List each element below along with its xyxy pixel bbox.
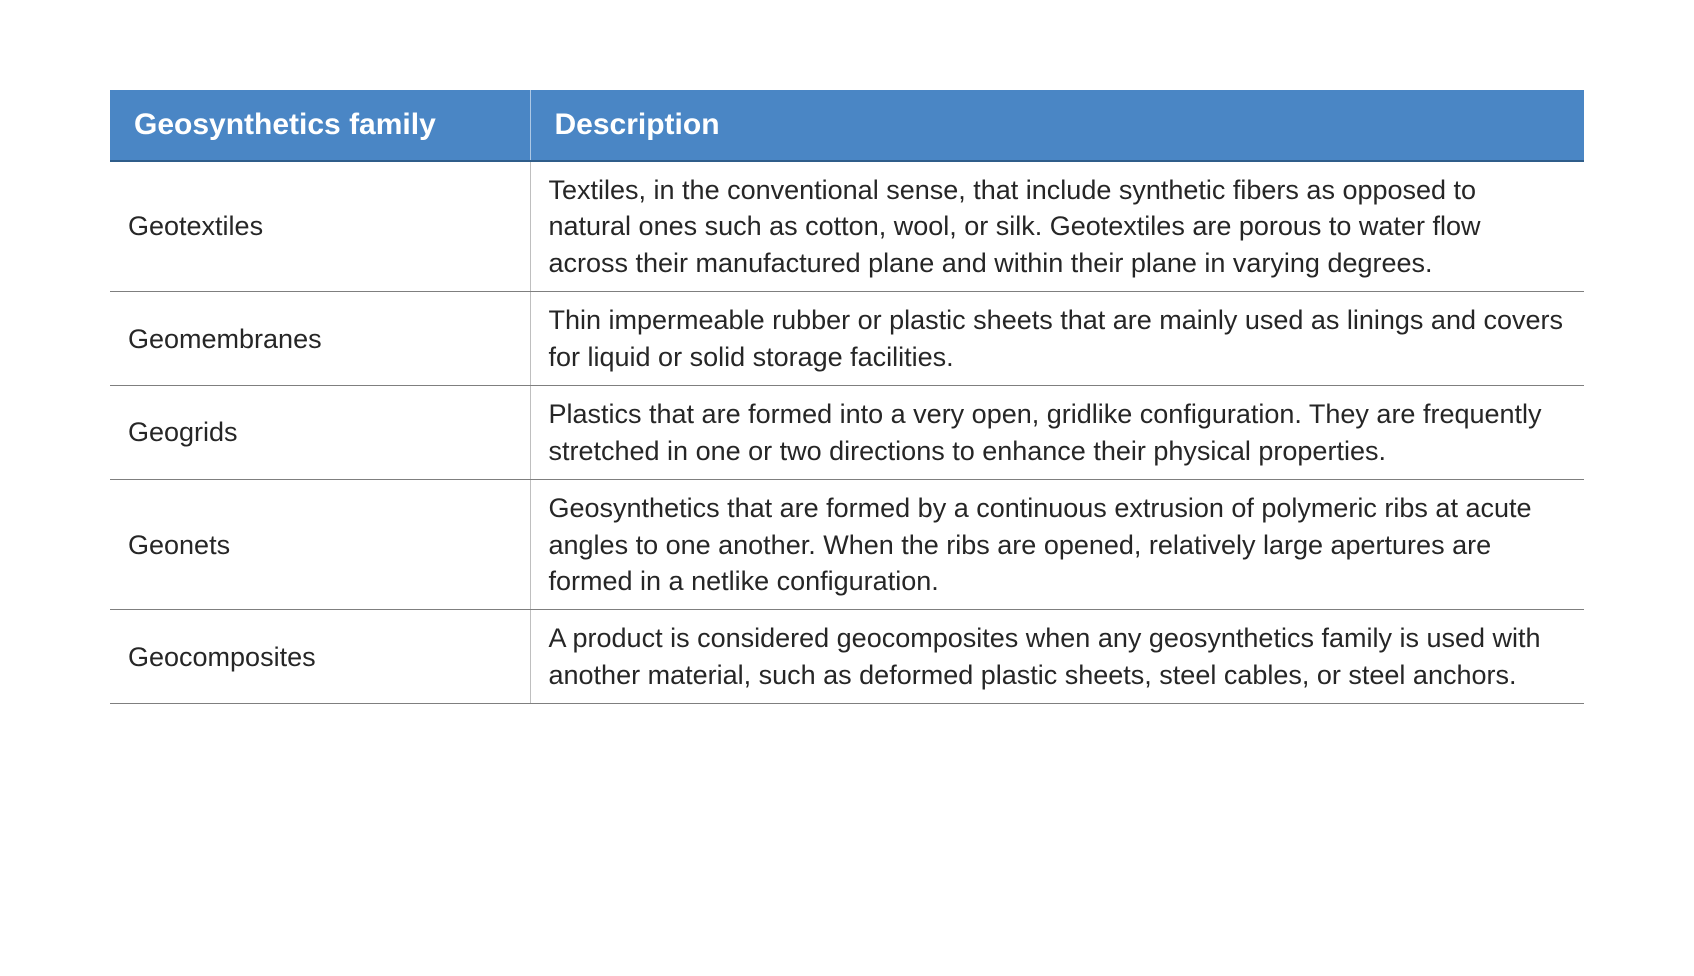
col-header-family: Geosynthetics family — [110, 90, 530, 161]
cell-description: A product is considered geocomposites wh… — [530, 610, 1584, 704]
table-body: Geotextiles Textiles, in the conventiona… — [110, 161, 1584, 704]
cell-family: Geotextiles — [110, 161, 530, 292]
table-row: Geomembranes Thin impermeable rubber or … — [110, 292, 1584, 386]
cell-description: Plastics that are formed into a very ope… — [530, 386, 1584, 480]
cell-description: Textiles, in the conventional sense, tha… — [530, 161, 1584, 292]
cell-family: Geogrids — [110, 386, 530, 480]
table-row: Geocomposites A product is considered ge… — [110, 610, 1584, 704]
table-row: Geogrids Plastics that are formed into a… — [110, 386, 1584, 480]
table-header-row: Geosynthetics family Description — [110, 90, 1584, 161]
cell-description: Geosynthetics that are formed by a conti… — [530, 480, 1584, 610]
col-header-description: Description — [530, 90, 1584, 161]
table-row: Geonets Geosynthetics that are formed by… — [110, 480, 1584, 610]
cell-family: Geocomposites — [110, 610, 530, 704]
cell-description: Thin impermeable rubber or plastic sheet… — [530, 292, 1584, 386]
geosynthetics-table: Geosynthetics family Description Geotext… — [110, 90, 1584, 704]
table-row: Geotextiles Textiles, in the conventiona… — [110, 161, 1584, 292]
cell-family: Geomembranes — [110, 292, 530, 386]
slide-page: Geosynthetics family Description Geotext… — [0, 0, 1694, 976]
cell-family: Geonets — [110, 480, 530, 610]
